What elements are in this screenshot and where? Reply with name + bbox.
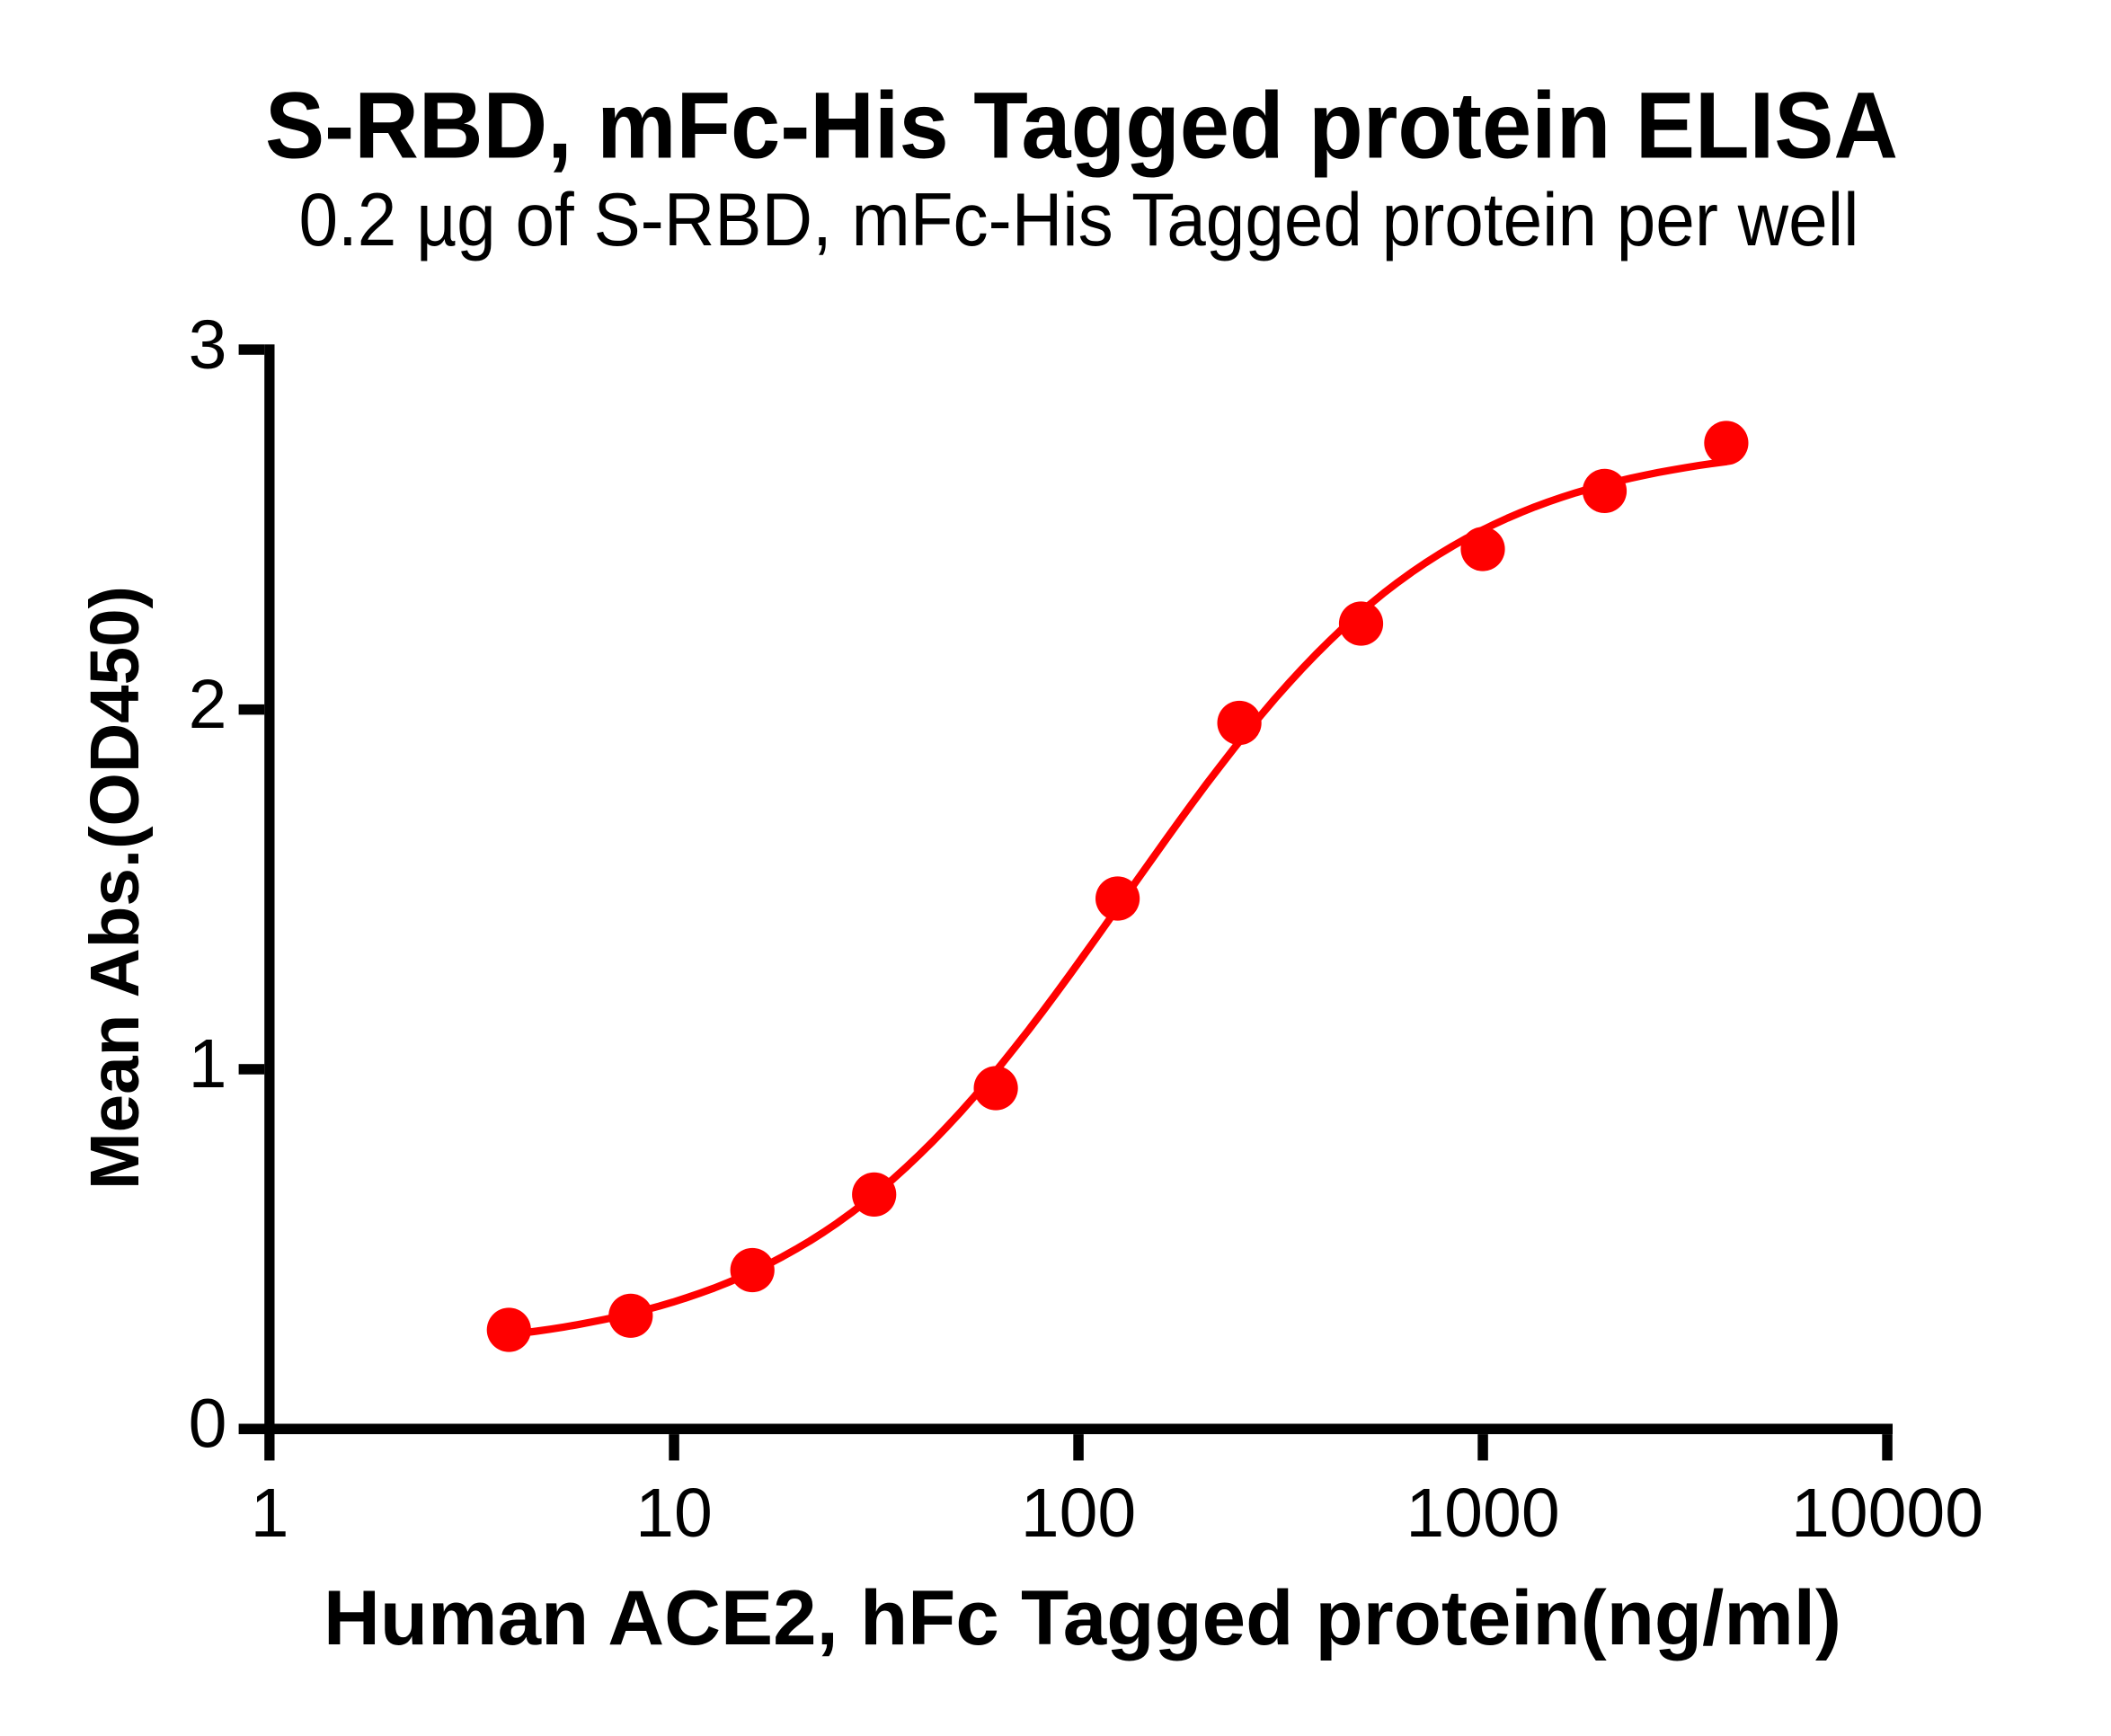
svg-text:1000: 1000 [1406,1475,1559,1552]
svg-text:2: 2 [189,666,227,743]
svg-text:10: 10 [635,1475,713,1552]
svg-text:3: 3 [189,306,227,384]
svg-text:Human ACE2, hFc Tagged protein: Human ACE2, hFc Tagged protein(ng/ml) [324,1575,1841,1661]
svg-text:100: 100 [1021,1475,1136,1552]
svg-text:1: 1 [251,1475,289,1552]
svg-text:S-RBD, mFc-His Tagged protein: S-RBD, mFc-His Tagged protein ELISA [265,74,1898,179]
svg-text:Mean Abs.(OD450): Mean Abs.(OD450) [76,586,154,1190]
svg-text:0.2 µg of S-RBD, mFc-His Tagge: 0.2 µg of S-RBD, mFc-His Tagged protein … [299,177,1859,261]
svg-text:10000: 10000 [1791,1475,1983,1552]
svg-text:0: 0 [189,1386,227,1463]
svg-text:1: 1 [189,1025,227,1103]
